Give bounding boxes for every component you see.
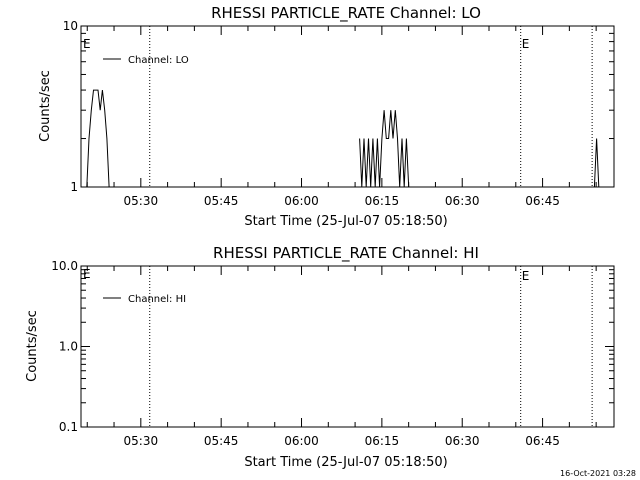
y-tick-label: 1.0 (59, 340, 78, 354)
series-line (359, 110, 411, 188)
x-axis-label: Start Time (25-Jul-07 05:18:50) (244, 455, 447, 470)
y-axis-label: Counts/sec (38, 70, 53, 142)
y-tick-label: 10.0 (51, 259, 78, 273)
x-tick-label: 06:30 (445, 194, 480, 208)
x-tick-label: 05:45 (204, 194, 239, 208)
series-line (86, 89, 112, 188)
x-tick-label: 05:30 (124, 194, 159, 208)
x-tick-label: 05:45 (204, 434, 239, 448)
x-tick-label: 06:00 (284, 434, 319, 448)
plot-frame (80, 25, 615, 188)
panel-hi: RHESSI PARTICLE_RATE Channel: HI 0.1 1.0 1… (25, 244, 615, 470)
y-tick-label: 0.1 (59, 420, 78, 434)
x-tick-label: 06:15 (365, 194, 400, 208)
legend: Channel: LO (103, 55, 189, 66)
reference-lines: E (149, 266, 593, 427)
x-tick-label: 06:45 (525, 194, 560, 208)
legend-label: Channel: LO (128, 55, 189, 66)
x-axis-label: Start Time (25-Jul-07 05:18:50) (244, 214, 447, 229)
series-group (86, 89, 600, 188)
chart-title: RHESSI PARTICLE_RATE Channel: HI (213, 244, 479, 263)
chart-title: RHESSI PARTICLE_RATE Channel: LO (211, 4, 481, 23)
reference-line-label: E (522, 269, 530, 283)
reference-lines: E (149, 26, 593, 187)
x-axis: 05:30 05:45 06:00 06:15 06:30 06:45 (86, 26, 597, 208)
x-tick-label: 05:30 (124, 434, 159, 448)
y-axis-label: Counts/sec (25, 310, 40, 382)
x-tick-label: 06:00 (284, 194, 319, 208)
legend: Channel: HI (103, 294, 186, 305)
footer-timestamp: 16-Oct-2021 03:28 (560, 469, 636, 478)
edge-marker-left: E (83, 267, 91, 281)
y-tick-label: 10 (63, 19, 78, 33)
reference-line-label: E (522, 37, 530, 51)
x-tick-label: 06:30 (445, 434, 480, 448)
legend-label: Channel: HI (128, 294, 186, 305)
plot-frame (80, 265, 615, 428)
x-tick-label: 06:15 (365, 434, 400, 448)
series-line (593, 138, 600, 188)
x-tick-label: 06:45 (525, 434, 560, 448)
x-axis: 05:30 05:45 06:00 06:15 06:30 06:45 (86, 266, 597, 448)
y-tick-label: 1 (70, 180, 78, 194)
y-axis: 0.1 1.0 10.0 (51, 259, 614, 434)
panel-lo: RHESSI PARTICLE_RATE Channel: LO 1 10 05:… (38, 4, 615, 229)
edge-marker-left: E (83, 37, 91, 51)
y-axis: 1 10 (63, 19, 614, 194)
